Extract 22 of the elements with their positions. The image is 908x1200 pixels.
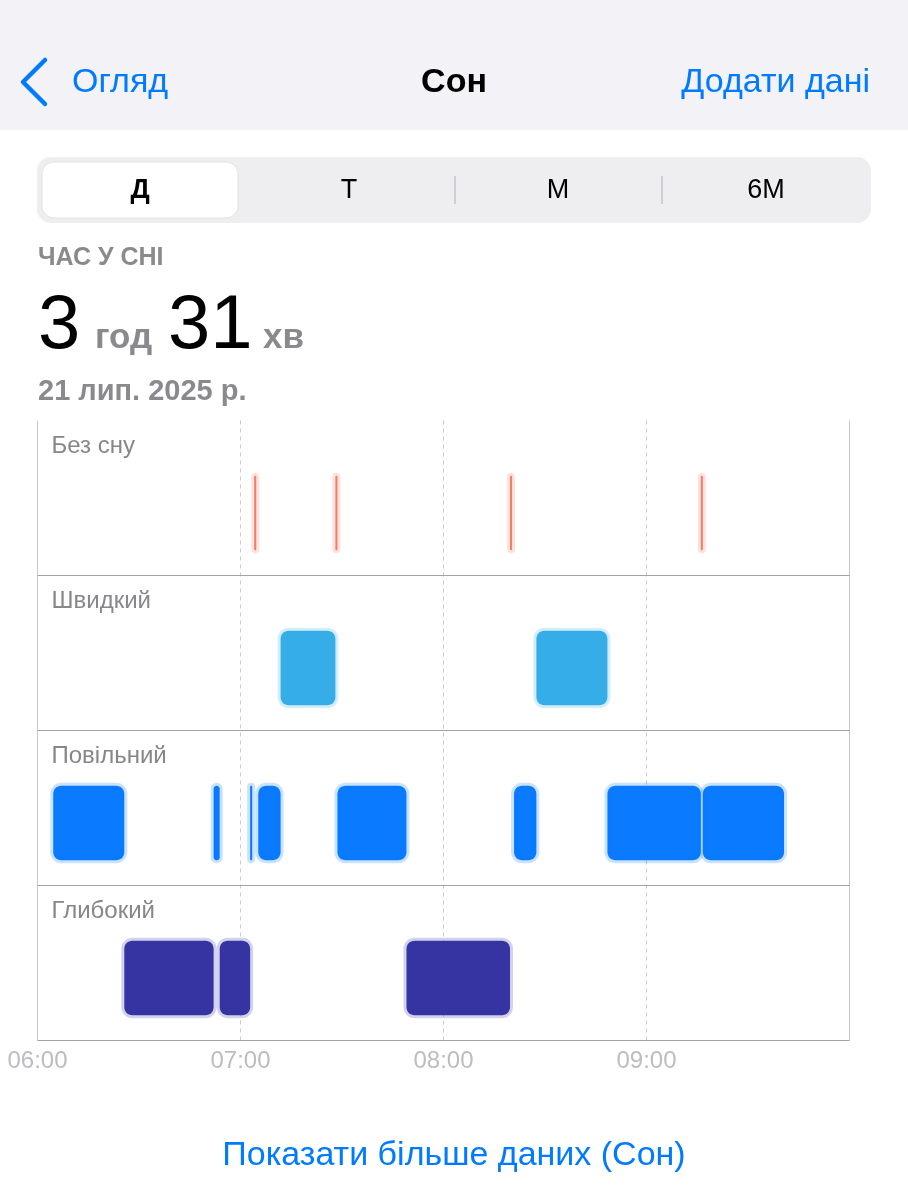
y-tick-label: Повільний: [51, 741, 167, 768]
text: 6М: [747, 174, 785, 204]
y-tick-label: Глибокий: [51, 896, 155, 923]
x-tick-label: 09:00: [616, 1045, 677, 1073]
x-tick-label: 06:00: [7, 1045, 68, 1073]
y-tick-label: Швидкий: [51, 586, 151, 613]
text: Д: [130, 174, 150, 204]
text: хв: [263, 316, 304, 355]
text: 3: [38, 279, 81, 364]
text: М: [546, 174, 570, 204]
text: Т: [340, 174, 358, 204]
chart-title: Сон: [421, 61, 487, 99]
text: 21 лип. 2025 р.: [38, 374, 247, 406]
x-tick-label: 08:00: [413, 1045, 474, 1073]
text: 31: [168, 279, 253, 364]
text: год: [95, 316, 153, 355]
text: Додати дані: [681, 61, 870, 99]
text: Показати більше даних (Сон): [222, 1134, 686, 1172]
text: ЧАС У СНІ: [38, 242, 164, 270]
y-tick-label: Без сну: [51, 431, 135, 458]
text: Огляд: [72, 61, 169, 99]
x-tick-label: 07:00: [210, 1045, 271, 1073]
